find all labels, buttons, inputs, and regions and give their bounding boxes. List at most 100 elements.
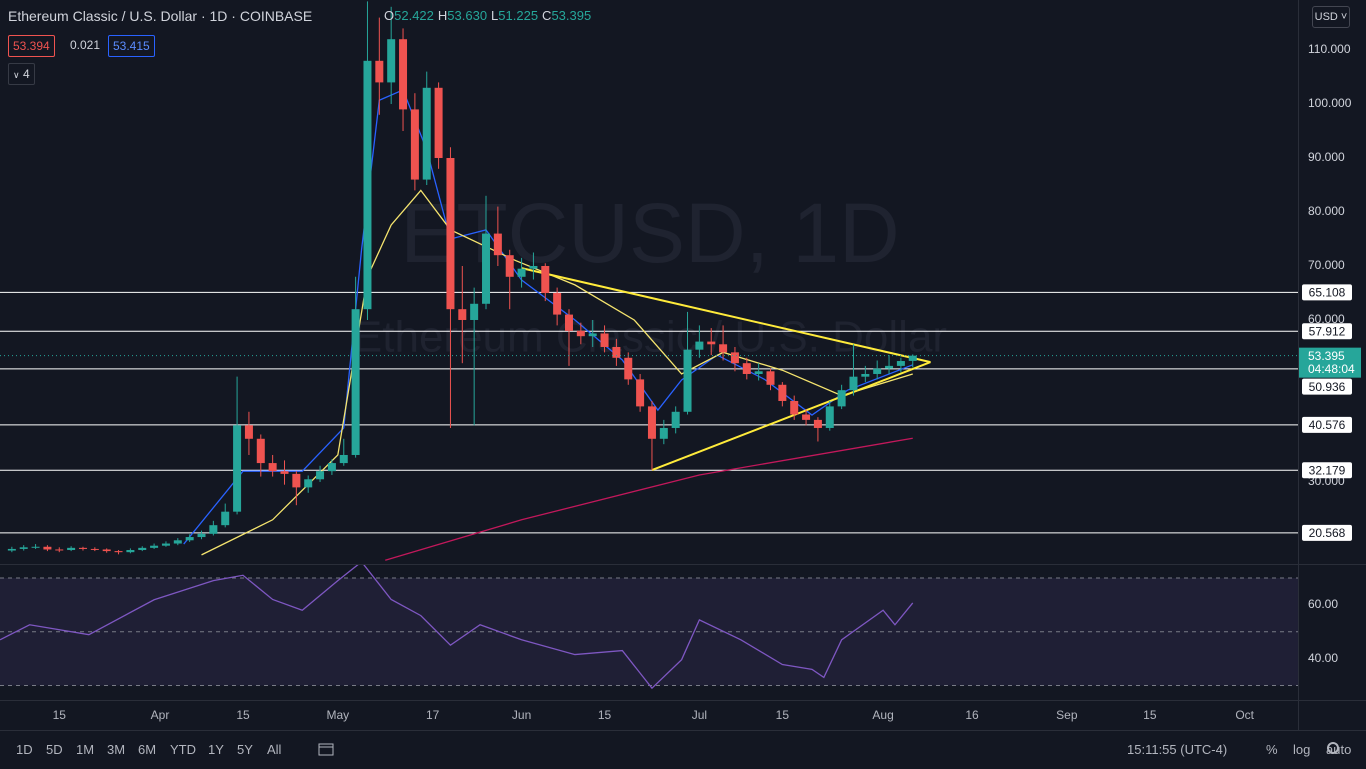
ohlc-value: 52.422: [394, 8, 434, 23]
range-button[interactable]: 1M: [76, 742, 95, 757]
candle-body: [387, 39, 396, 83]
range-button[interactable]: 1Y: [208, 742, 224, 757]
candle-body: [292, 473, 301, 488]
trend-line: [651, 361, 931, 472]
candle-body: [600, 333, 609, 347]
y-tick-label: 110.000: [1308, 42, 1351, 56]
candle-body: [150, 545, 159, 548]
range-button[interactable]: All: [267, 742, 282, 757]
candle-body: [399, 39, 408, 110]
settings-icon[interactable]: [1324, 739, 1342, 757]
candle-body: [304, 479, 313, 488]
candle-body: [778, 384, 787, 401]
level-label: 32.179: [1309, 463, 1346, 477]
candle-body: [553, 292, 562, 315]
candle-body: [470, 303, 479, 320]
candle-body: [861, 373, 870, 377]
candle-body: [802, 414, 811, 420]
ohlc-value: 51.225: [498, 8, 539, 23]
scale-option[interactable]: auto: [1326, 742, 1352, 757]
candle-body: [707, 341, 716, 345]
range-button[interactable]: 5Y: [237, 742, 253, 757]
axes: 15 Apr 15 May 17 Jun 15 Jul 15 Aug 16 Sep 15 Oct30.00…: [53, 42, 1361, 722]
candle-body: [197, 533, 206, 538]
level-tag: [1302, 378, 1352, 395]
x-tick-label: Apr: [151, 708, 170, 722]
level-tag: [1302, 284, 1352, 301]
candle-body: [280, 471, 289, 474]
candle-body: [244, 425, 253, 439]
scale-option[interactable]: log: [1293, 742, 1311, 757]
candle-body: [825, 406, 834, 428]
y-tick-label: 60.000: [1308, 312, 1345, 326]
candle-body: [458, 309, 467, 320]
candle-body: [185, 537, 194, 541]
indicator-value: 53.415: [108, 35, 155, 57]
range-button[interactable]: YTD: [170, 742, 196, 757]
level-label: 40.576: [1309, 418, 1346, 432]
candle-body: [730, 352, 739, 364]
candle-body: [67, 547, 76, 551]
candle-body: [896, 361, 905, 366]
candle-body: [256, 438, 265, 464]
candle-body: [363, 60, 372, 310]
candle-body: [612, 346, 621, 358]
currency-select[interactable]: USD ˅: [1312, 6, 1350, 28]
symbol-title: Ethereum Classic / U.S. Dollar · 1D · CO…: [8, 8, 313, 24]
range-button[interactable]: 3M: [107, 742, 126, 757]
candle-body: [446, 157, 455, 310]
candle-body: [766, 371, 775, 385]
candle-body: [434, 87, 443, 158]
candle-body: [209, 525, 218, 534]
candle-body: [233, 425, 242, 512]
scale-option[interactable]: %: [1266, 742, 1278, 757]
candle-body: [19, 547, 28, 549]
candle-body: [908, 355, 917, 361]
candle-body: [78, 547, 87, 549]
candle-body: [138, 547, 147, 551]
candle-body: [742, 363, 751, 374]
candle-body: [636, 379, 645, 407]
bottom-toolbar: 15:11:55 (UTC-4) 1D 5D 1M 3M 6M YTD 1Y 5Y All% lo…: [0, 730, 1366, 769]
candle-body: [505, 255, 514, 277]
candle-body: [885, 365, 894, 369]
y-tick-label: 60.00: [1308, 597, 1338, 611]
candle-body: [588, 333, 597, 337]
level-label: 57.912: [1309, 324, 1346, 338]
y-tick-label: 40.00: [1308, 651, 1338, 665]
candle-body: [221, 511, 230, 526]
ohlc-label: L: [491, 8, 499, 23]
candle-body: [410, 109, 419, 180]
level-tag: [1302, 323, 1352, 340]
range-button[interactable]: 5D: [46, 742, 63, 757]
clock: 15:11:55 (UTC-4): [1127, 742, 1228, 757]
x-tick-label: Aug: [872, 708, 893, 722]
level-tag: [1302, 416, 1352, 433]
range-button[interactable]: 6M: [138, 742, 157, 757]
moving-average: [201, 189, 913, 556]
candle-body: [173, 540, 182, 544]
candle-body: [375, 60, 384, 83]
collapse-count: 4: [22, 67, 30, 81]
y-tick-label: 90.000: [1308, 150, 1345, 164]
currency: USD: [1314, 11, 1338, 23]
candle-body: [268, 463, 277, 472]
candle-body: [327, 463, 336, 472]
x-tick-label: Sep: [1056, 708, 1078, 722]
candle-body: [873, 368, 882, 374]
candle-body: [31, 546, 40, 548]
x-tick-label: 15: [53, 708, 67, 722]
candle-body: [339, 454, 348, 464]
candle-body: [624, 357, 633, 380]
price-pane: [0, 1, 1298, 561]
y-tick-label: 80.000: [1308, 204, 1345, 218]
indicator-collapse[interactable]: ∨ 4: [8, 63, 35, 85]
candle-body: [90, 548, 99, 550]
candle-body: [316, 471, 325, 480]
range-button[interactable]: 1D: [16, 742, 33, 757]
ohlc-label: O: [384, 8, 395, 23]
x-tick-label: May: [326, 708, 349, 722]
candle-body: [43, 546, 52, 550]
date-range-icon[interactable]: [318, 741, 334, 757]
x-tick-label: 16: [965, 708, 979, 722]
